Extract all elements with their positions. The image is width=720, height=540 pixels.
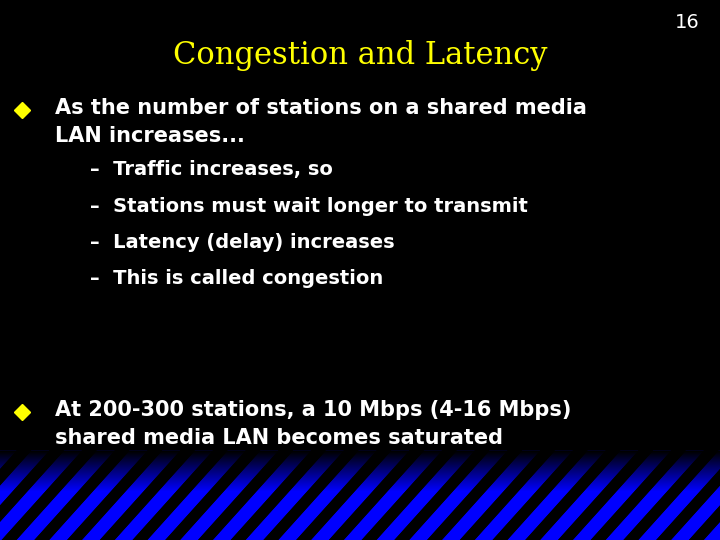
Polygon shape [82, 451, 180, 540]
Text: –  This is called congestion: – This is called congestion [90, 268, 383, 287]
Polygon shape [558, 451, 653, 540]
Polygon shape [590, 451, 685, 540]
Polygon shape [377, 451, 474, 540]
Polygon shape [166, 451, 260, 540]
Polygon shape [246, 451, 343, 540]
Polygon shape [148, 451, 246, 540]
Text: Congestion and Latency: Congestion and Latency [173, 40, 547, 71]
Polygon shape [0, 451, 17, 540]
Text: As the number of stations on a shared media: As the number of stations on a shared me… [55, 98, 587, 118]
Polygon shape [703, 451, 720, 540]
Polygon shape [198, 451, 293, 540]
Polygon shape [132, 451, 228, 540]
Polygon shape [395, 451, 490, 540]
Polygon shape [278, 451, 377, 540]
Polygon shape [606, 451, 703, 540]
Polygon shape [17, 451, 114, 540]
Polygon shape [67, 451, 162, 540]
Polygon shape [264, 451, 359, 540]
Polygon shape [49, 451, 148, 540]
Polygon shape [180, 451, 278, 540]
Polygon shape [624, 451, 719, 540]
Polygon shape [460, 451, 554, 540]
Polygon shape [689, 451, 720, 540]
Polygon shape [638, 451, 720, 540]
Polygon shape [329, 451, 424, 540]
Polygon shape [474, 451, 572, 540]
Polygon shape [100, 451, 194, 540]
Polygon shape [212, 451, 311, 540]
Polygon shape [296, 451, 391, 540]
Text: –  Stations must wait longer to transmit: – Stations must wait longer to transmit [90, 197, 528, 215]
Polygon shape [343, 451, 442, 540]
Polygon shape [572, 451, 671, 540]
Polygon shape [0, 451, 49, 540]
Text: At 200-300 stations, a 10 Mbps (4-16 Mbps): At 200-300 stations, a 10 Mbps (4-16 Mbp… [55, 400, 572, 420]
Text: LAN increases...: LAN increases... [55, 126, 245, 146]
Polygon shape [427, 451, 522, 540]
Text: 16: 16 [675, 13, 700, 32]
Polygon shape [409, 451, 508, 540]
Polygon shape [508, 451, 606, 540]
Polygon shape [442, 451, 540, 540]
Polygon shape [526, 451, 620, 540]
Text: –  Latency (delay) increases: – Latency (delay) increases [90, 233, 395, 252]
Polygon shape [361, 451, 456, 540]
Polygon shape [671, 451, 720, 540]
Text: –  Traffic increases, so: – Traffic increases, so [90, 160, 333, 179]
Polygon shape [1, 451, 96, 540]
Polygon shape [114, 451, 212, 540]
Polygon shape [656, 451, 720, 540]
Polygon shape [492, 451, 588, 540]
Polygon shape [0, 451, 82, 540]
Polygon shape [540, 451, 638, 540]
Polygon shape [0, 451, 31, 540]
Text: shared media LAN becomes saturated: shared media LAN becomes saturated [55, 428, 503, 448]
Polygon shape [311, 451, 409, 540]
Polygon shape [0, 451, 64, 540]
Polygon shape [230, 451, 325, 540]
Polygon shape [35, 451, 130, 540]
